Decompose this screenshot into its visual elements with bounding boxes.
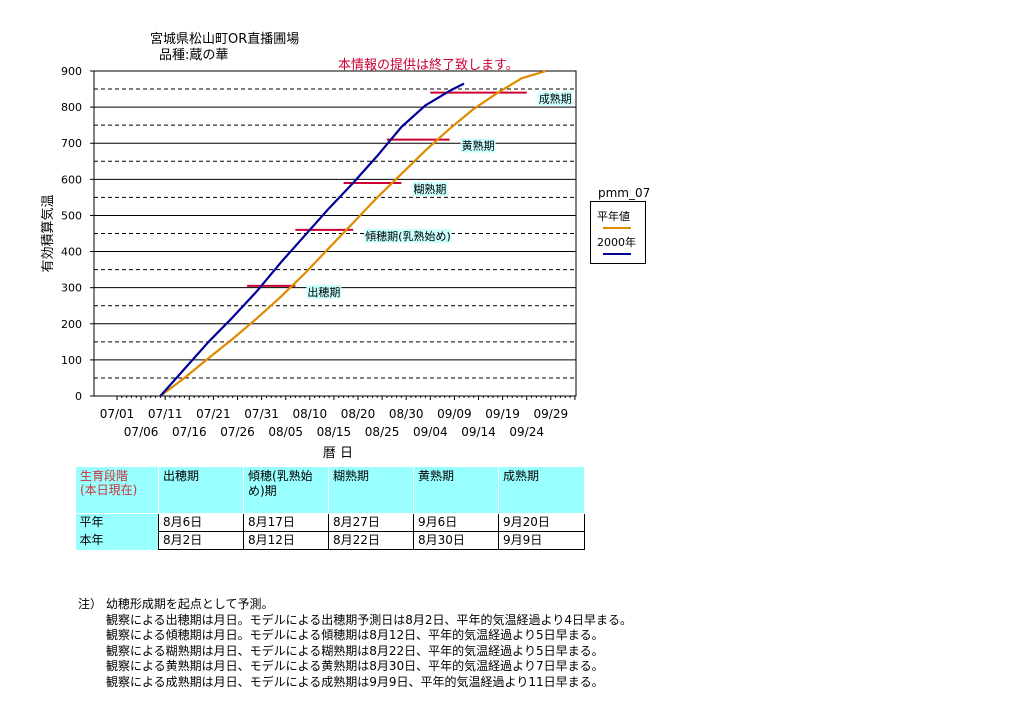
note-line: 観察による出穂期は月日。モデルによる出穂期予測日は8月2日、平年的気温経過より4… (106, 612, 632, 627)
y-tick-label: 400 (61, 246, 82, 259)
x-tick-label: 07/16 (172, 425, 207, 439)
x-tick-label: 07/06 (124, 425, 159, 439)
legend-swatch-2000 (603, 253, 631, 255)
notes: 注） 幼穂形成期を起点として予測。 観察による出穂期は月日。モデルによる出穂期予… (78, 597, 632, 690)
y-tick-label: 500 (61, 209, 82, 222)
table-cell: 8月12日 (243, 531, 329, 550)
table-row: 平年 8月6日 8月17日 8月27日 9月6日 9月20日 (75, 513, 585, 532)
note-line: 観察による成熟期は月日、モデルによる成熟期は9月9日、平年的気温経過より11日早… (106, 674, 604, 689)
stage-label: 成熟期 (539, 92, 572, 106)
stage-header: 成熟期 (498, 466, 585, 514)
stage-table-corner: 生育段階 (本日現在) (75, 466, 159, 514)
note-line: 観察による黄熟期は月日、モデルによる黄熟期は8月30日、平年的気温経過より7日早… (106, 659, 604, 673)
y-tick-label: 700 (61, 137, 82, 150)
stage-label: 黄熟期 (462, 139, 495, 153)
legend-swatch-normal (603, 227, 631, 229)
stage-header: 出穂期 (158, 466, 244, 514)
corner-line1: 生育段階 (80, 469, 129, 483)
table-cell: 8月30日 (413, 531, 499, 550)
x-tick-label: 09/04 (413, 425, 448, 439)
table-cell: 8月6日 (158, 513, 244, 532)
x-tick-label: 07/21 (196, 407, 231, 421)
series-line-0 (159, 69, 547, 397)
table-cell: 9月20日 (498, 513, 585, 532)
series-line-1 (159, 82, 465, 397)
note-line: 観察による糊熟期は月日、モデルによる糊熟期は8月22日、平年的気温経過より5日早… (106, 643, 604, 658)
title-location: 宮城県松山町OR直播圃場 (150, 32, 300, 47)
note-line: 観察による傾穂期は月日。モデルによる傾穂期は8月12日、平年的気温経過より5日早… (106, 628, 604, 642)
y-tick-label: 600 (61, 173, 82, 186)
x-tick-label: 09/24 (509, 425, 544, 439)
stage-label: 出穂期 (307, 285, 340, 299)
stage-header: 黄熟期 (413, 466, 499, 514)
stage-header: 糊熟期 (328, 466, 414, 514)
x-tick-label: 09/14 (461, 425, 496, 439)
stage-header: 傾穂(乳熟始め)期 (243, 466, 329, 514)
x-tick-label: 09/09 (437, 407, 472, 421)
table-cell: 8月2日 (158, 531, 244, 550)
corner-line2: (本日現在) (80, 483, 138, 497)
y-tick-label: 0 (75, 390, 82, 403)
row-label: 本年 (75, 531, 159, 550)
stage-label-bg (364, 228, 452, 243)
table-row: 本年 8月2日 8月12日 8月22日 8月30日 9月9日 (75, 531, 585, 550)
stage-label: 傾穂期(乳熟始め) (365, 229, 451, 243)
stage-label: 糊熟期 (413, 182, 446, 196)
legend: 平年値 2000年 (590, 201, 646, 264)
x-tick-label: 08/10 (293, 407, 328, 421)
y-tick-label: 800 (61, 101, 82, 114)
x-tick-label: 08/15 (317, 425, 352, 439)
x-tick-label: 07/01 (100, 407, 135, 421)
stage-table: 生育段階 (本日現在) 出穂期 傾穂(乳熟始め)期 糊熟期 黄熟期 成熟期 平年… (75, 466, 585, 550)
x-axis-label: 暦 日 (323, 446, 353, 461)
table-cell: 8月27日 (328, 513, 414, 532)
table-cell: 8月22日 (328, 531, 414, 550)
x-tick-label: 07/11 (148, 407, 183, 421)
legend-label-2000: 2000年 (597, 236, 636, 249)
end-of-service-notice: 本情報の提供は終了致します。 (338, 58, 519, 73)
y-tick-label: 300 (61, 282, 82, 295)
legend-label-normal: 平年値 (597, 210, 630, 223)
x-tick-label: 08/25 (365, 425, 400, 439)
legend-title: pmm_07 (598, 186, 651, 200)
note-line: 注） 幼穂形成期を起点として予測。 (78, 597, 274, 611)
table-cell: 8月17日 (243, 513, 329, 532)
x-tick-label: 09/29 (534, 407, 569, 421)
x-tick-label: 08/30 (389, 407, 424, 421)
x-tick-label: 09/19 (485, 407, 520, 421)
x-tick-label: 07/31 (244, 407, 279, 421)
x-tick-label: 08/05 (268, 425, 303, 439)
stage-label-bg (412, 181, 448, 196)
row-label: 平年 (75, 513, 159, 532)
y-tick-label: 900 (61, 65, 82, 78)
title-variety: 品種:蔵の華 (159, 48, 229, 63)
x-tick-label: 08/20 (341, 407, 376, 421)
stage-label-bg (537, 91, 573, 106)
chart-title: 宮城県松山町OR直播圃場 品種:蔵の華 (150, 32, 299, 64)
x-tick-label: 07/26 (220, 425, 255, 439)
y-tick-label: 200 (61, 318, 82, 331)
y-tick-label: 100 (61, 354, 82, 367)
y-axis-label: 有効積算気温 (40, 194, 56, 272)
table-cell: 9月6日 (413, 513, 499, 532)
table-cell: 9月9日 (498, 531, 585, 550)
stage-label-bg (306, 284, 342, 299)
stage-table-header: 生育段階 (本日現在) 出穂期 傾穂(乳熟始め)期 糊熟期 黄熟期 成熟期 (75, 466, 585, 514)
stage-label-bg (460, 138, 496, 153)
